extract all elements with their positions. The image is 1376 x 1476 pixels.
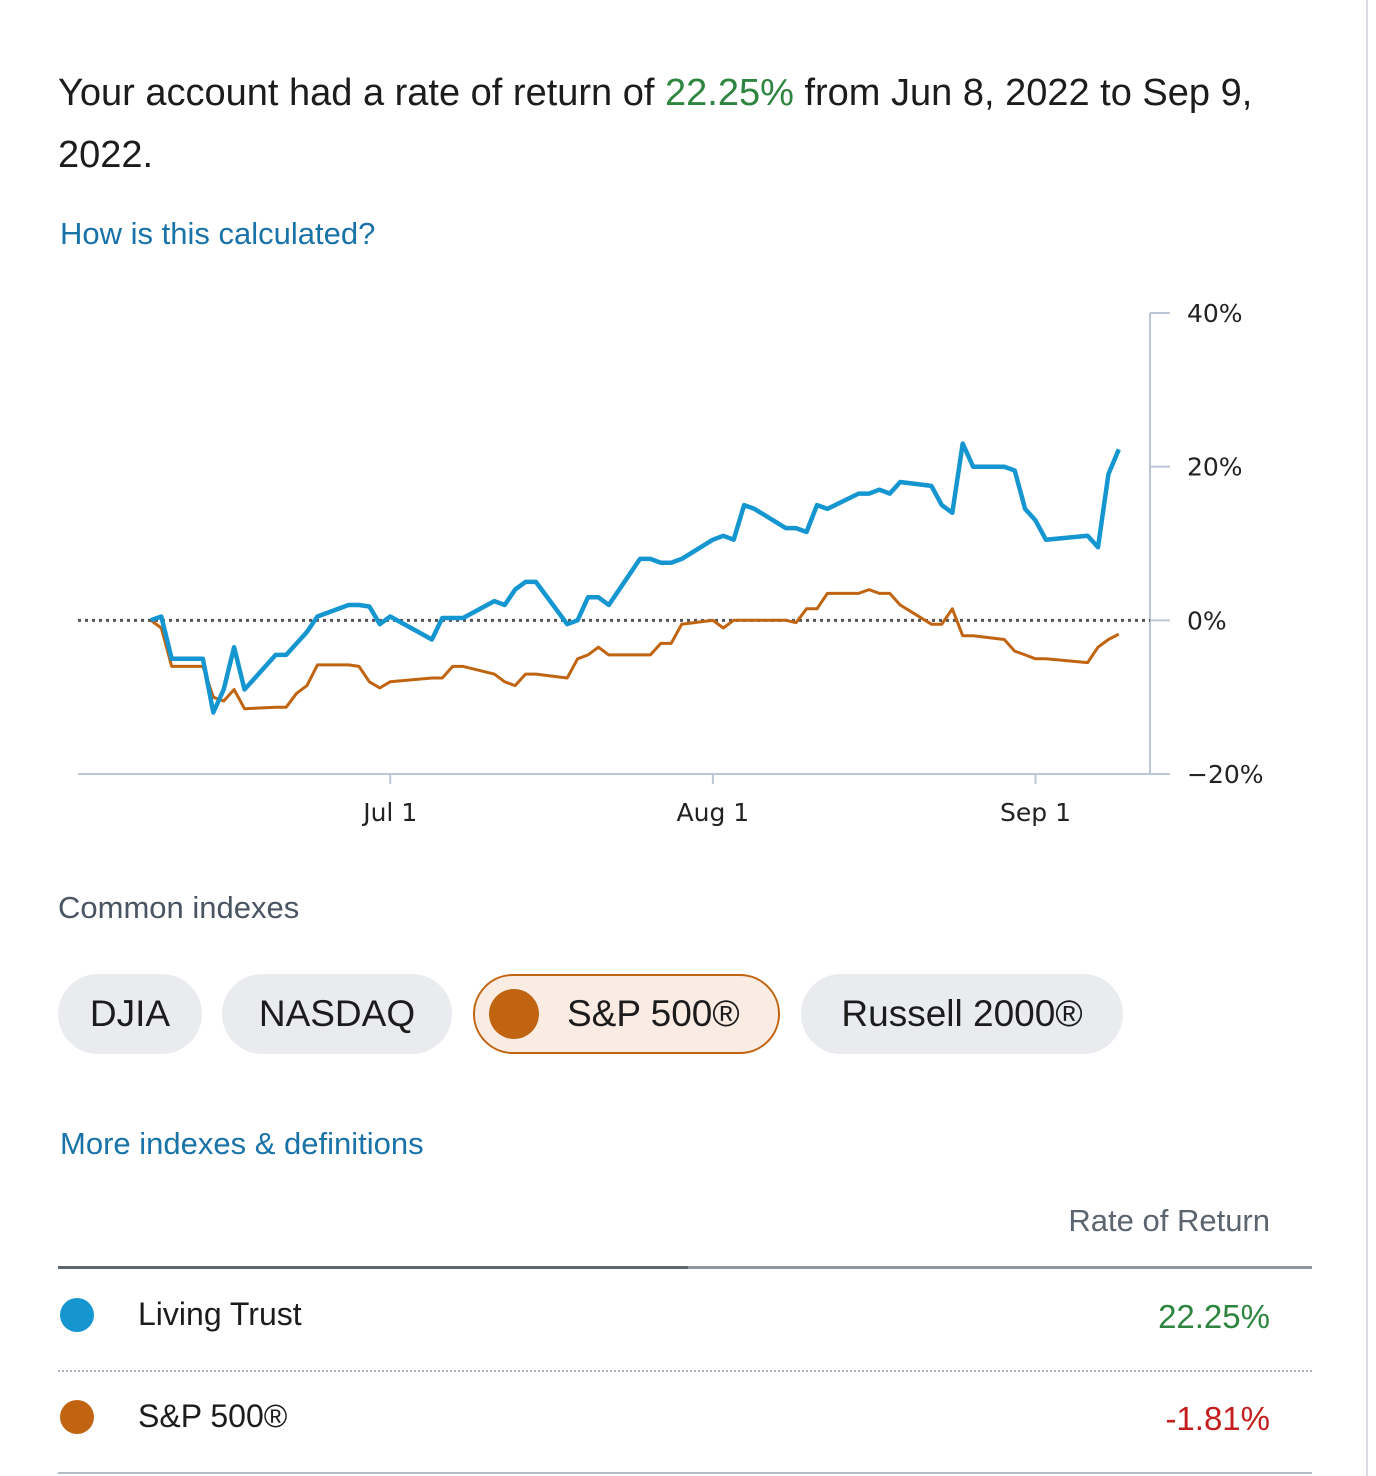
series-line-living-trust bbox=[150, 441, 1121, 715]
chip-djia[interactable]: DJIA bbox=[58, 974, 202, 1054]
x-tick-label: Aug 1 bbox=[677, 798, 750, 827]
summary-rate: 22.25% bbox=[665, 72, 794, 114]
sp500-row-color-dot bbox=[60, 1400, 94, 1434]
y-tick-label: 40% bbox=[1187, 299, 1243, 328]
living-trust-return: 22.25% bbox=[1158, 1298, 1270, 1335]
rate-of-return-header: Rate of Return bbox=[1068, 1203, 1270, 1238]
table-row-living-trust: Living Trust 22.25% bbox=[58, 1270, 1312, 1370]
row-divider bbox=[58, 1370, 1312, 1372]
sp500-return: -1.81% bbox=[1165, 1400, 1270, 1437]
chip-russell2000[interactable]: Russell 2000® bbox=[801, 974, 1123, 1054]
living-trust-name: Living Trust bbox=[138, 1296, 302, 1332]
table-bottom-rule bbox=[58, 1472, 1312, 1474]
sp500-color-dot bbox=[489, 989, 539, 1039]
sp500-name: S&P 500® bbox=[138, 1398, 288, 1434]
living-trust-color-dot bbox=[60, 1298, 94, 1332]
summary-suffix: from Jun 8, 2022 to Sep 9, 2022. bbox=[58, 72, 1253, 176]
chip-russell2000-label: Russell 2000® bbox=[841, 993, 1083, 1034]
chip-sp500[interactable]: S&P 500® bbox=[473, 974, 780, 1054]
summary-prefix: Your account had a rate of return of bbox=[58, 72, 665, 114]
table-top-rule-accent bbox=[58, 1266, 688, 1269]
chip-nasdaq-label: NASDAQ bbox=[258, 993, 416, 1034]
return-summary: Your account had a rate of return of 22.… bbox=[58, 62, 1328, 186]
chip-nasdaq[interactable]: NASDAQ bbox=[222, 974, 452, 1054]
table-row-sp500: S&P 500® -1.81% bbox=[58, 1372, 1312, 1472]
right-border bbox=[1366, 0, 1368, 1476]
chip-sp500-label: S&P 500® bbox=[567, 993, 740, 1034]
x-tick-label: Jul 1 bbox=[361, 798, 417, 827]
x-tick-label: Sep 1 bbox=[1000, 798, 1071, 827]
y-tick-label: 20% bbox=[1187, 453, 1243, 482]
more-indexes-link[interactable]: More indexes & definitions bbox=[60, 1126, 424, 1161]
chip-djia-label: DJIA bbox=[89, 993, 171, 1034]
y-tick-label: −20% bbox=[1187, 760, 1264, 789]
y-tick-label: 0% bbox=[1187, 606, 1227, 635]
how-calculated-link[interactable]: How is this calculated? bbox=[60, 216, 376, 251]
performance-chart: 40% 20% 0% −20% Jul 1 Aug 1 Sep 1 bbox=[78, 299, 1264, 827]
series-line-sp500 bbox=[150, 588, 1120, 711]
common-indexes-label: Common indexes bbox=[58, 890, 300, 925]
